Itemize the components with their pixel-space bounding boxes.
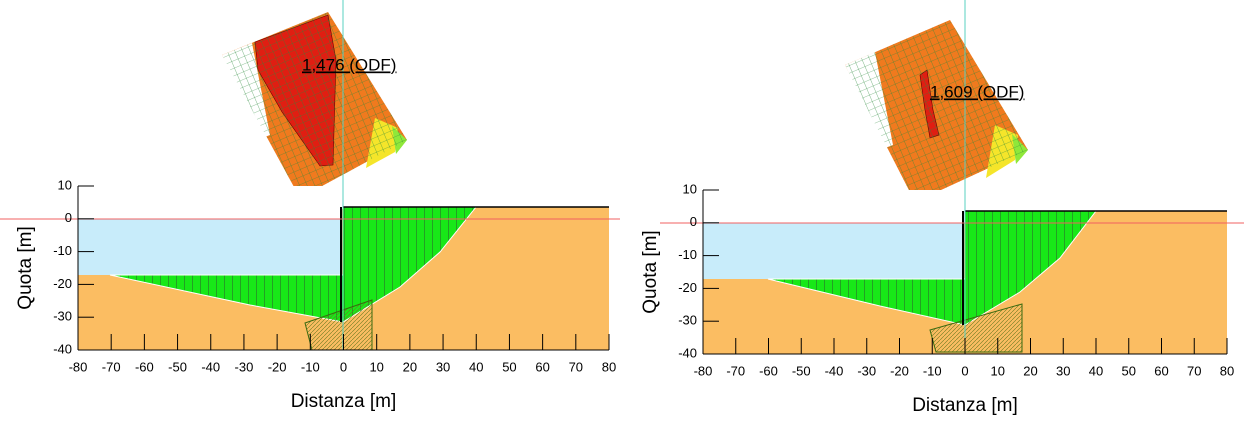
x-axis-label: Distanza [m]	[912, 395, 1018, 416]
x-tick-label: -60	[759, 363, 778, 378]
x-tick-label: -20	[268, 359, 287, 374]
x-axis-label: Distanza [m]	[291, 391, 397, 412]
y-tick-label: 0	[690, 214, 697, 229]
section-right: 1,609 (ODF)	[660, 0, 1244, 354]
x-tick-label: -20	[890, 363, 909, 378]
y-tick-label: -30	[53, 309, 72, 324]
y-axis-label: Quota [m]	[15, 226, 36, 309]
y-tick-label: -20	[53, 276, 72, 291]
x-tick-label: -30	[857, 363, 876, 378]
x-tick-label: 40	[1089, 363, 1103, 378]
air	[965, 190, 1227, 211]
x-tick-label: 10	[369, 359, 383, 374]
water	[78, 219, 341, 275]
x-tick-label: 0	[340, 359, 347, 374]
air	[78, 186, 343, 209]
y-tick-label: -20	[678, 280, 697, 295]
air	[343, 186, 609, 207]
y-tick-label: -10	[53, 243, 72, 258]
x-tick-label: -80	[69, 359, 88, 374]
x-tick-label: 60	[1154, 363, 1168, 378]
x-tick-label: 30	[1056, 363, 1070, 378]
x-tick-label: 50	[1122, 363, 1136, 378]
y-tick-label: -10	[678, 247, 697, 262]
x-tick-label: 40	[469, 359, 483, 374]
y-tick-label: 10	[683, 181, 697, 196]
page: 1,476 (ODF) 1,609 (ODF) 100-10-20-30-40-…	[0, 0, 1244, 416]
x-tick-label: -40	[201, 359, 220, 374]
air	[703, 190, 965, 223]
air	[78, 209, 341, 219]
x-tick-label: -70	[726, 363, 745, 378]
x-tick-label: 70	[1187, 363, 1201, 378]
y-tick-label: -30	[678, 313, 697, 328]
x-tick-label: -50	[792, 363, 811, 378]
x-tick-label: 0	[961, 363, 968, 378]
annotation: 1,476 (ODF)	[302, 55, 396, 74]
x-tick-label: -60	[135, 359, 154, 374]
x-tick-label: -80	[694, 363, 713, 378]
x-tick-label: -10	[301, 359, 320, 374]
y-tick-label: -40	[53, 341, 72, 356]
x-tick-label: 10	[991, 363, 1005, 378]
factor-grid	[845, 20, 1028, 202]
water	[703, 223, 963, 279]
x-tick-label: 60	[535, 359, 549, 374]
x-tick-label: 20	[403, 359, 417, 374]
x-tick-label: -70	[102, 359, 121, 374]
x-tick-label: 20	[1023, 363, 1037, 378]
x-tick-label: -30	[235, 359, 254, 374]
x-tick-label: -40	[825, 363, 844, 378]
y-tick-label: 10	[58, 177, 72, 192]
x-tick-label: 30	[436, 359, 450, 374]
section-left: 1,476 (ODF)	[0, 0, 620, 350]
y-tick-label: 0	[65, 210, 72, 225]
y-tick-label: -40	[678, 345, 697, 360]
factor-grid	[222, 12, 407, 198]
x-tick-label: 50	[502, 359, 516, 374]
x-tick-label: -50	[168, 359, 187, 374]
x-tick-label: -10	[923, 363, 942, 378]
x-tick-label: 80	[602, 359, 616, 374]
x-tick-label: 80	[1220, 363, 1234, 378]
y-axis-label: Quota [m]	[640, 230, 661, 313]
annotation: 1,609 (ODF)	[930, 82, 1024, 101]
x-tick-label: 70	[569, 359, 583, 374]
